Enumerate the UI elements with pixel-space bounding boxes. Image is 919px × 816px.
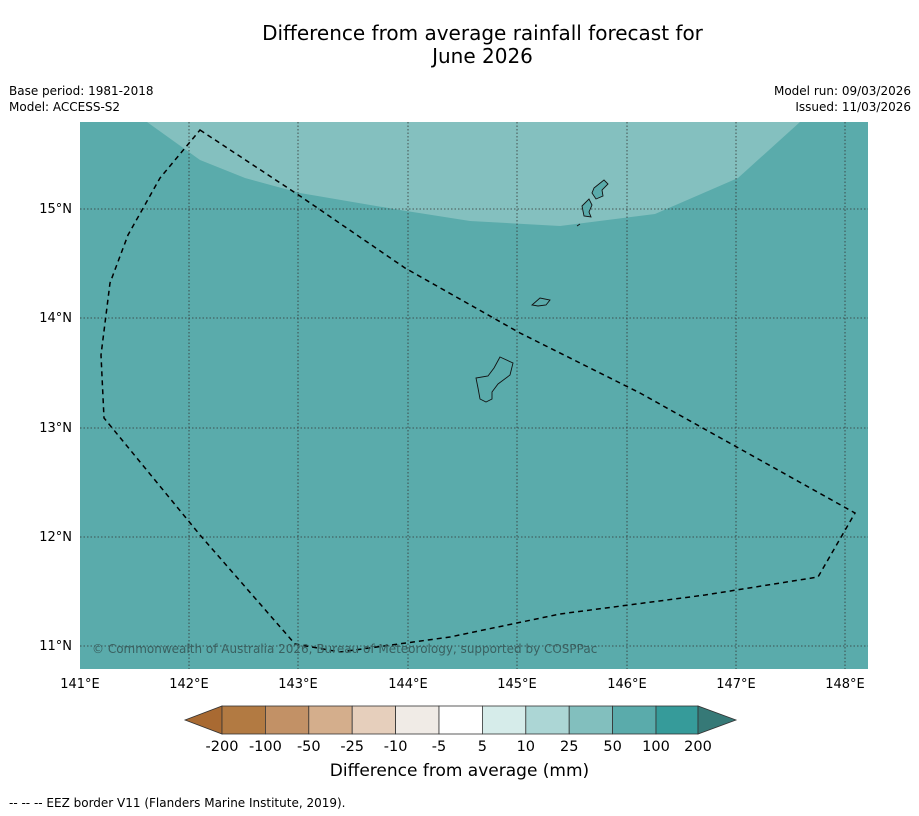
- title-line-2: June 2026: [432, 44, 533, 68]
- lon-tick-label: 146°E: [607, 677, 647, 692]
- colorbar-label: 200: [684, 739, 712, 755]
- lat-tick-labels: 15°N 14°N 13°N 12°N 11°N: [39, 202, 72, 654]
- colorbar-swatch: [264, 705, 310, 735]
- colorbar-labels: -200 -100 -50 -25 -10 -5 5 10 25 50 100 …: [206, 739, 712, 755]
- colorbar-swatch: [525, 705, 570, 735]
- colorbar-swatch: [395, 705, 440, 735]
- colorbar-label: -50: [297, 739, 321, 755]
- colorbar-label: 50: [603, 739, 621, 755]
- island-rota: [530, 297, 551, 307]
- map-upper-band-fill: [147, 122, 800, 226]
- colorbar-label: 100: [642, 739, 670, 755]
- colorbar: [183, 705, 738, 735]
- map-figure: © Commonwealth of Australia 2026, Bureau…: [39, 122, 868, 755]
- eez-footnote: -- -- -- EEZ border V11 (Flanders Marine…: [9, 796, 346, 810]
- colorbar-title: Difference from average (mm): [329, 761, 590, 781]
- meta-left: Base period: 1981-2018 Model: ACCESS-S2: [9, 83, 154, 115]
- colorbar-swatch: [308, 705, 353, 735]
- colorbar-swatch: [221, 705, 266, 735]
- island-outlines: [475, 179, 609, 403]
- colorbar-label: 25: [560, 739, 578, 755]
- colorbar-swatch: [438, 705, 483, 735]
- meta-right: Model run: 09/03/2026 Issued: 11/03/2026: [774, 83, 911, 115]
- copyright-notice: © Commonwealth of Australia 2026, Bureau…: [92, 642, 597, 656]
- colorbar-swatch: [612, 705, 657, 735]
- lon-tick-label: 148°E: [825, 677, 865, 692]
- colorbar-label: -10: [384, 739, 408, 755]
- title-line-1: Difference from average rainfall forecas…: [262, 21, 703, 45]
- colorbar-extend-right: [697, 705, 738, 735]
- colorbar-swatch: [481, 705, 527, 735]
- colorbar-label: 10: [517, 739, 535, 755]
- colorbar-swatch: [655, 705, 699, 735]
- base-period: Base period: 1981-2018: [9, 84, 154, 98]
- model-run: Model run: 09/03/2026: [773, 84, 911, 98]
- lon-tick-labels: 141°E 142°E 143°E 144°E 145°E 146°E 147°…: [60, 677, 865, 692]
- lon-tick-label: 143°E: [278, 677, 318, 692]
- lon-tick-label: 142°E: [169, 677, 209, 692]
- lat-tick-label: 14°N: [39, 311, 72, 326]
- colorbar-swatch: [351, 705, 397, 735]
- model-name: Model: ACCESS-S2: [9, 100, 121, 114]
- island-aguijan: [576, 223, 581, 227]
- colorbar-label: -5: [432, 739, 446, 755]
- lon-tick-label: 144°E: [388, 677, 428, 692]
- colorbar-label: -25: [340, 739, 364, 755]
- lon-tick-label: 141°E: [60, 677, 100, 692]
- lat-tick-label: 13°N: [39, 421, 72, 436]
- issued-date: Issued: 11/03/2026: [795, 100, 911, 114]
- colorbar-swatch: [568, 705, 614, 735]
- island-saipan: [591, 179, 609, 200]
- colorbar-label: -200: [206, 739, 239, 755]
- lon-tick-label: 147°E: [716, 677, 756, 692]
- chart-title: Difference from average rainfall forecas…: [0, 22, 919, 68]
- colorbar-extend-left: [183, 705, 223, 735]
- island-guam: [475, 356, 514, 403]
- eez-border: [100, 129, 857, 653]
- lon-tick-label: 145°E: [497, 677, 537, 692]
- map-gridlines: [80, 122, 868, 669]
- colorbar-label: 5: [478, 739, 487, 755]
- colorbar-label: -100: [249, 739, 282, 755]
- lat-tick-label: 11°N: [39, 639, 72, 654]
- lat-tick-label: 12°N: [39, 530, 72, 545]
- lat-tick-label: 15°N: [39, 202, 72, 217]
- island-tinian: [581, 198, 593, 218]
